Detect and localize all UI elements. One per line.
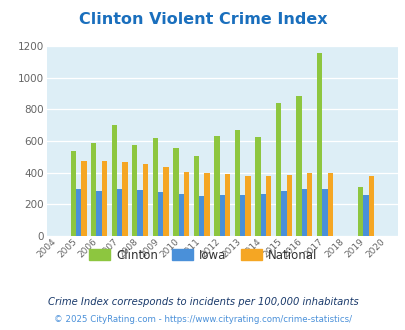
Bar — [198, 196, 204, 236]
Bar — [178, 194, 183, 236]
Bar — [143, 164, 148, 236]
Bar — [281, 191, 286, 236]
Bar — [219, 195, 224, 236]
Bar — [255, 137, 260, 236]
Text: Crime Index corresponds to incidents per 100,000 inhabitants: Crime Index corresponds to incidents per… — [47, 297, 358, 307]
Text: Clinton Violent Crime Index: Clinton Violent Crime Index — [79, 12, 326, 26]
Bar — [362, 195, 368, 236]
Text: © 2025 CityRating.com - https://www.cityrating.com/crime-statistics/: © 2025 CityRating.com - https://www.city… — [54, 315, 351, 324]
Bar — [306, 173, 312, 236]
Bar — [152, 138, 158, 236]
Bar — [286, 175, 291, 236]
Bar — [260, 194, 265, 236]
Bar — [296, 96, 301, 236]
Bar — [81, 161, 86, 236]
Bar — [96, 191, 102, 236]
Bar — [183, 172, 189, 236]
Bar — [234, 130, 240, 236]
Bar — [245, 176, 250, 236]
Bar — [122, 162, 127, 236]
Bar — [158, 192, 163, 236]
Bar — [163, 167, 168, 236]
Bar — [265, 176, 271, 236]
Bar — [322, 188, 327, 236]
Bar — [91, 143, 96, 236]
Bar — [214, 136, 219, 236]
Bar — [240, 195, 245, 236]
Bar — [204, 174, 209, 236]
Bar — [368, 176, 373, 236]
Bar — [76, 188, 81, 236]
Bar — [357, 187, 362, 236]
Bar — [193, 156, 198, 236]
Bar — [327, 173, 332, 236]
Bar — [132, 145, 137, 236]
Bar — [301, 189, 306, 236]
Bar — [275, 103, 281, 236]
Bar — [111, 125, 117, 236]
Bar — [173, 148, 178, 236]
Bar — [224, 174, 230, 236]
Bar — [70, 151, 76, 236]
Bar — [316, 53, 322, 236]
Legend: Clinton, Iowa, National: Clinton, Iowa, National — [84, 244, 321, 266]
Bar — [137, 190, 143, 236]
Bar — [117, 188, 122, 236]
Bar — [102, 161, 107, 236]
